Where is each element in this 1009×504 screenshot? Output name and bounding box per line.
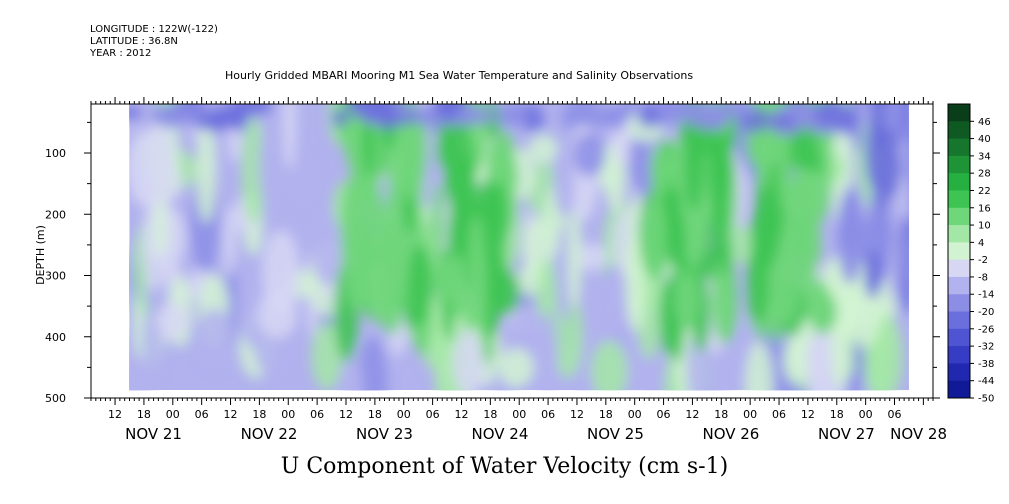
- x-tick-label: 18: [483, 408, 497, 421]
- colorbar-swatch: [948, 294, 970, 313]
- colorbar-label: -50: [978, 394, 994, 405]
- x-date-label: NOV 25: [587, 425, 644, 443]
- colorbar-label: 22: [978, 186, 991, 197]
- x-axis-ticks: 12 18 00 06 12 18 00 06 12 18 00 06 12 18 00 06 12 18 00 06…: [90, 97, 947, 443]
- heatmap-field: [129, 104, 909, 391]
- x-date-label: NOV 27: [818, 425, 875, 443]
- x-tick-label: 00: [743, 408, 757, 421]
- colorbar-swatch: [948, 242, 970, 261]
- x-tick-label: 00: [628, 408, 642, 421]
- x-tick-label: 12: [570, 408, 584, 421]
- colorbar-swatch: [948, 276, 970, 295]
- y-tick-label: 100: [45, 147, 66, 160]
- chart-title: Hourly Gridded MBARI Mooring M1 Sea Wate…: [225, 69, 694, 82]
- x-date-label: NOV 23: [356, 425, 413, 443]
- colorbar-label: -44: [978, 376, 994, 387]
- x-tick-label: 06: [888, 408, 902, 421]
- colorbar-label: 10: [978, 221, 991, 232]
- colorbar-swatch: [948, 363, 970, 382]
- x-tick-label: 00: [166, 408, 180, 421]
- colorbar-label: 34: [978, 151, 991, 162]
- colorbar-swatch: [948, 138, 970, 157]
- colorbar-swatch: [948, 380, 970, 399]
- colorbar-swatch: [948, 311, 970, 330]
- x-tick-label: 18: [368, 408, 382, 421]
- colorbar-swatch: [948, 346, 970, 364]
- colorbar-swatch: [948, 207, 970, 226]
- x-tick-label: 12: [454, 408, 468, 421]
- x-date-label: NOV 28: [890, 425, 947, 443]
- x-tick-label: 06: [657, 408, 671, 421]
- x-date-label: NOV 24: [472, 425, 529, 443]
- colorbar-label: 40: [978, 134, 991, 145]
- colorbar-label: -8: [978, 272, 988, 283]
- x-tick-label: 12: [339, 408, 353, 421]
- plot-frame: [90, 103, 934, 399]
- x-axis-title: U Component of Water Velocity (cm s-1): [280, 454, 729, 479]
- colorbar-swatch: [948, 104, 970, 122]
- colorbar-label: -32: [978, 342, 994, 353]
- x-tick-label: 18: [714, 408, 728, 421]
- x-tick-label: 12: [685, 408, 699, 421]
- colorbar-label: -2: [978, 255, 988, 266]
- colorbar-label: -26: [978, 324, 994, 335]
- x-tick-label: 18: [599, 408, 613, 421]
- colorbar-label: -14: [978, 290, 994, 301]
- colorbar-swatch: [948, 121, 970, 140]
- y-tick-label: 400: [45, 331, 66, 344]
- y-tick-label: 300: [45, 270, 66, 283]
- y-axis-ticks: 100 200 300 400 500: [45, 121, 940, 405]
- x-tick-label: 12: [108, 408, 122, 421]
- colorbar-label: -38: [978, 359, 994, 370]
- colorbar-label: 46: [978, 117, 991, 128]
- x-tick-label: 06: [310, 408, 324, 421]
- colorbar-swatch: [948, 190, 970, 209]
- x-tick-label: 00: [859, 408, 873, 421]
- x-date-label: NOV 22: [241, 425, 298, 443]
- longitude-label: LONGITUDE : 122W(-122): [90, 24, 218, 35]
- colorbar-swatch: [948, 173, 970, 191]
- colorbar-swatch: [948, 328, 970, 347]
- colorbar-swatch: [948, 225, 970, 243]
- y-tick-label: 500: [45, 392, 66, 405]
- x-date-label: NOV 21: [125, 425, 182, 443]
- x-tick-label: 06: [195, 408, 209, 421]
- x-tick-label: 06: [541, 408, 555, 421]
- x-tick-label: 18: [252, 408, 266, 421]
- x-date-label: NOV 26: [702, 425, 759, 443]
- colorbar-label: 16: [978, 203, 991, 214]
- colorbar-swatch: [948, 259, 970, 278]
- colorbar-label: 4: [978, 238, 984, 249]
- x-tick-label: 18: [137, 408, 151, 421]
- y-axis-label: DEPTH (m): [34, 225, 47, 285]
- colorbar-label: -20: [978, 307, 994, 318]
- x-tick-label: 00: [397, 408, 411, 421]
- x-tick-label: 00: [512, 408, 526, 421]
- x-tick-label: 00: [281, 408, 295, 421]
- x-tick-label: 18: [830, 408, 844, 421]
- y-tick-label: 200: [45, 208, 66, 221]
- year-label: YEAR : 2012: [90, 48, 152, 59]
- x-tick-label: 06: [772, 408, 786, 421]
- x-tick-label: 12: [224, 408, 238, 421]
- colorbar-label: 28: [978, 169, 991, 180]
- x-tick-label: 12: [801, 408, 815, 421]
- colorbar: 46 40 34 28 22 16 10 4 -2 -8 -14 -20 -26 -32 -38 -44 -50: [947, 103, 994, 405]
- heatmap-cells: [129, 104, 909, 391]
- colorbar-swatch: [948, 155, 970, 174]
- x-tick-label: 06: [426, 408, 440, 421]
- latitude-label: LATITUDE : 36.8N: [90, 36, 178, 47]
